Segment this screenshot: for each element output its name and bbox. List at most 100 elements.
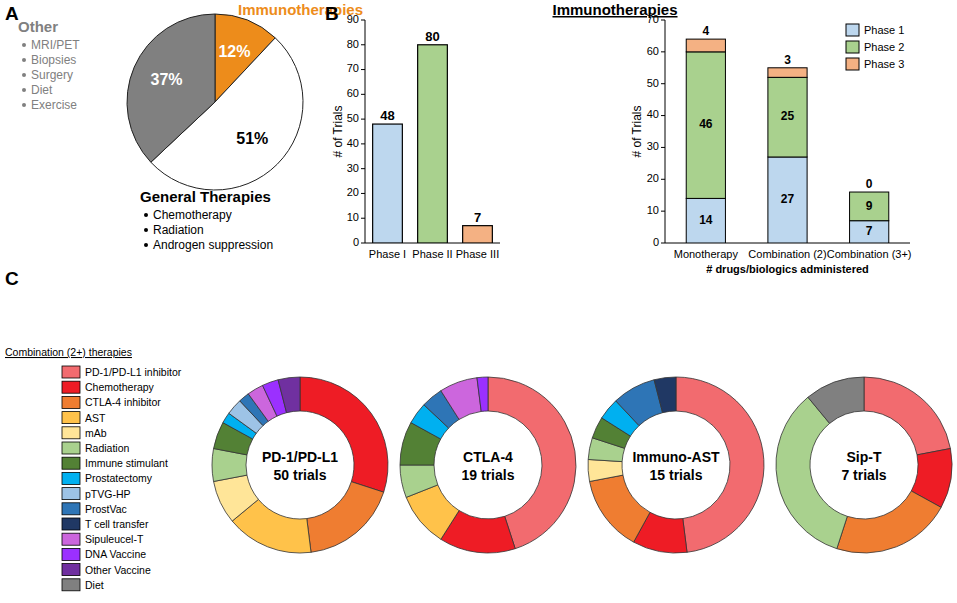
legend-label: Phase 2: [864, 41, 904, 53]
y-tick: [361, 94, 365, 95]
y-tick-label: 0: [353, 236, 359, 248]
data-label: 4: [702, 24, 709, 38]
y-tick-label: 40: [647, 108, 659, 120]
category-label: Other: [18, 18, 58, 35]
donut-name: PD-1/PD-L1: [262, 449, 338, 465]
legend-swatch: [62, 366, 80, 378]
legend-swatch: [62, 396, 80, 408]
bars: [373, 45, 493, 243]
bullet: [22, 73, 26, 77]
x-axis-label: # drugs/biologics administered: [706, 263, 869, 275]
y-tick: [361, 243, 365, 244]
legend-swatch: [846, 41, 859, 53]
donut-segment: [588, 459, 623, 481]
legend-label: Sipuleucel-T: [85, 533, 144, 545]
y-tick: [361, 44, 365, 45]
bar: [373, 124, 403, 243]
legend-label: ProstVac: [85, 503, 127, 515]
y-axis-label: # of Trials: [630, 105, 644, 157]
donut-subtitle: 7 trials: [841, 467, 886, 483]
data-label: 80: [425, 29, 439, 44]
legend-label: Phase 3: [864, 58, 904, 70]
data-label: 9: [866, 199, 873, 213]
bar-segment: [768, 157, 807, 243]
bar-segment: [850, 192, 889, 221]
bar-segment: [768, 68, 807, 78]
data-label: 25: [781, 109, 795, 123]
legend-label: Other Vaccine: [85, 564, 151, 576]
y-tick: [361, 119, 365, 120]
legend-label: mAb: [85, 427, 107, 439]
y-tick: [661, 115, 665, 116]
y-tick-label: 30: [347, 162, 359, 174]
y-tick: [361, 143, 365, 144]
bullet: [22, 58, 26, 62]
data-label: 48: [380, 108, 394, 123]
bullet: [144, 228, 148, 232]
y-tick-label: 20: [647, 172, 659, 184]
legend-label: T cell transfer: [85, 518, 149, 530]
x-tick-label: Combination (3+): [827, 248, 912, 260]
donut-segment: [278, 377, 300, 413]
bar-chart: BImmunotherapies0102030405060708090# of …: [325, 1, 678, 260]
legend-swatch: [62, 533, 80, 545]
item-label: Androgen suppression: [153, 238, 273, 252]
legend-label: Chemotherapy: [85, 381, 155, 393]
legend-label: Phase 1: [864, 24, 904, 36]
y-tick: [361, 20, 365, 21]
x-tick-label: Phase III: [456, 248, 499, 260]
donut-segment: [477, 377, 488, 411]
y-axis: [365, 20, 366, 243]
bullet: [22, 103, 26, 107]
legend-label: pTVG-HP: [85, 488, 131, 500]
donut-name: CTLA-4: [463, 449, 513, 465]
legend-title: Combination (2+) therapies: [5, 346, 132, 358]
y-tick-label: 90: [347, 13, 359, 25]
donut-segment: [400, 465, 438, 497]
donut: PD-1/PD-L150 trials: [212, 377, 388, 553]
y-tick-label: 10: [347, 211, 359, 223]
donut-segment: [441, 378, 481, 420]
bullet: [22, 43, 26, 47]
donut: Immuno-AST15 trials: [588, 377, 764, 553]
legend-swatch: [62, 579, 80, 591]
legend-label: Immune stimulant: [85, 457, 168, 469]
y-tick-label: 60: [347, 87, 359, 99]
legend: PD-1/PD-L1 inhibitorChemotherapyCTLA-4 i…: [62, 366, 182, 591]
bars: [686, 39, 889, 243]
legend-label: Diet: [85, 579, 104, 591]
donut-segment: [307, 482, 384, 553]
donut-segment: [808, 377, 864, 423]
pie-slice: [127, 14, 215, 162]
donut-segment: [837, 491, 941, 553]
donut: CTLA-419 trials: [400, 377, 576, 553]
legend-swatch: [62, 564, 80, 576]
category-label: General Therapies: [140, 188, 271, 205]
legend-label: CTLA-4 inhibitor: [85, 396, 161, 408]
y-tick: [361, 218, 365, 219]
item-label: Biopsies: [31, 53, 76, 67]
data-label: 37%: [151, 71, 183, 88]
bar-segment: [686, 198, 725, 243]
donut-segment: [654, 377, 676, 413]
bullet: [144, 243, 148, 247]
legend-label: AST: [85, 412, 106, 424]
legend-swatch: [62, 381, 80, 393]
item-label: MRI/PET: [31, 38, 80, 52]
y-tick-label: 60: [647, 45, 659, 57]
x-tick-label: Phase I: [369, 248, 406, 260]
bar: [418, 45, 448, 243]
x-tick-label: Phase II: [412, 248, 452, 260]
y-tick: [661, 20, 665, 21]
x-tick-label: Combination (2): [748, 248, 826, 260]
legend-label: DNA Vaccine: [85, 548, 146, 560]
data-label: 46: [699, 117, 713, 131]
donut-subtitle: 15 trials: [650, 467, 703, 483]
legend-swatch: [62, 518, 80, 530]
y-tick: [661, 243, 665, 244]
donut-name: Sip-T: [847, 449, 882, 465]
y-tick: [361, 193, 365, 194]
item-label: Exercise: [31, 98, 77, 112]
stacked-bar-chart: 010203040506070# of Trials1446427253790M…: [630, 13, 912, 275]
bar-segment: [768, 77, 807, 157]
